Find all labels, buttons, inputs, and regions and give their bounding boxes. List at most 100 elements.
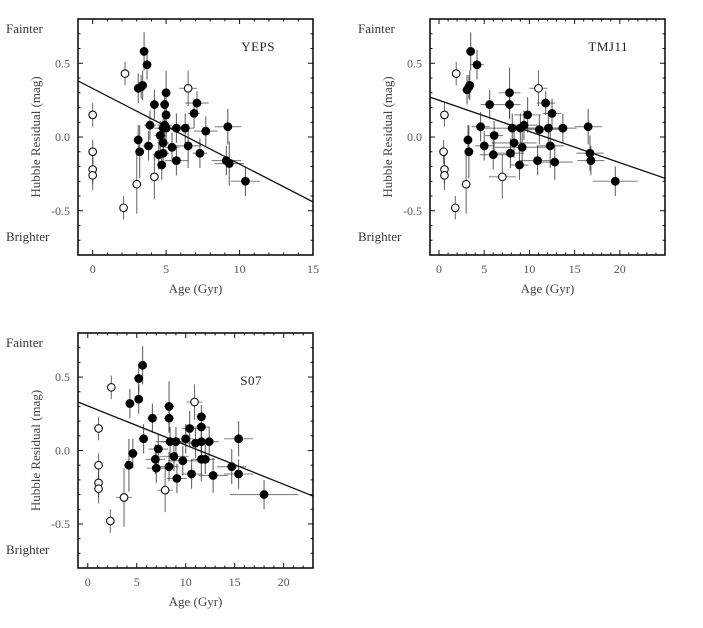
filled-data-point	[164, 402, 174, 411]
plot-area	[430, 32, 665, 220]
filled-data-point	[153, 444, 163, 454]
filled-data-point	[195, 148, 205, 158]
brighter-label: Brighter	[6, 229, 50, 244]
filled-data-point	[204, 437, 214, 447]
filled-data-point	[533, 156, 542, 166]
filled-data-point	[463, 135, 473, 145]
y-tick-label: 0.0	[407, 130, 422, 144]
filled-data-point	[161, 88, 171, 98]
filled-data-point	[139, 47, 149, 56]
open-data-point	[183, 83, 193, 93]
x-tick-label: 15	[307, 262, 319, 276]
filled-data-point	[158, 138, 168, 148]
fainter-label: Fainter	[6, 335, 43, 350]
filled-data-point	[523, 110, 533, 120]
open-data-point	[119, 203, 128, 213]
filled-data-point	[489, 131, 499, 140]
open-data-point	[88, 110, 98, 120]
filled-data-point	[201, 126, 211, 136]
panel-title: TMJ11	[588, 39, 628, 54]
filled-data-point	[172, 474, 182, 483]
filled-data-point	[585, 148, 595, 158]
x-tick-label: 20	[278, 575, 290, 589]
filled-data-point	[506, 148, 515, 158]
x-tick-label: 15	[229, 575, 241, 589]
filled-data-point	[169, 451, 179, 461]
filled-data-point	[476, 122, 486, 132]
filled-data-point	[125, 399, 135, 408]
filled-data-point	[234, 434, 243, 444]
y-axis-title: Hubble Residual (mag)	[28, 390, 43, 511]
filled-data-point	[550, 157, 560, 167]
x-axis-title: Age (Gyr)	[169, 281, 223, 296]
y-tick-label: 0.5	[55, 370, 70, 384]
filled-data-point	[541, 98, 551, 108]
x-tick-label: 5	[481, 262, 487, 276]
fit-line	[78, 80, 313, 203]
open-data-point	[106, 382, 116, 392]
filled-data-point	[164, 462, 174, 472]
x-tick-label: 10	[234, 262, 246, 276]
y-tick-label: 0.5	[55, 56, 70, 70]
brighter-label: Brighter	[6, 542, 50, 557]
y-tick-label: -0.5	[403, 204, 422, 218]
filled-data-point	[519, 120, 529, 130]
panel-s07: 0 5 10 15 20 0.5 0.0 -0.5 Age (Gyr) Hubble Residu…	[6, 332, 314, 609]
filled-data-point	[192, 98, 202, 108]
filled-data-point	[208, 471, 218, 480]
panel-title: S07	[240, 373, 262, 388]
x-tick-label: 20	[614, 262, 626, 276]
filled-data-point	[472, 60, 482, 70]
filled-data-point	[150, 454, 160, 464]
filled-data-point	[181, 434, 191, 444]
filled-data-point	[160, 100, 170, 109]
open-data-point	[450, 203, 460, 213]
filled-data-point	[515, 160, 524, 170]
open-data-point	[94, 484, 103, 494]
filled-data-point	[227, 462, 237, 472]
filled-data-point	[234, 469, 243, 479]
open-data-point	[440, 110, 449, 120]
filled-data-point	[167, 142, 177, 152]
filled-data-point	[517, 142, 527, 152]
filled-data-point	[464, 147, 474, 157]
filled-data-point	[196, 412, 206, 422]
filled-data-point	[544, 123, 553, 133]
filled-data-point	[134, 394, 144, 404]
filled-data-point	[241, 176, 250, 186]
x-tick-label: 5	[134, 575, 140, 589]
filled-data-point	[545, 141, 555, 151]
filled-data-point	[124, 460, 134, 470]
filled-data-point	[157, 160, 167, 170]
filled-data-point	[144, 141, 153, 151]
open-data-point	[88, 171, 98, 180]
filled-data-point	[164, 413, 174, 423]
filled-data-point	[180, 123, 190, 133]
fainter-label: Fainter	[6, 21, 43, 36]
fit-line	[78, 401, 313, 497]
open-data-point	[88, 147, 98, 157]
y-tick-label: 0.0	[55, 130, 70, 144]
x-axis-title: Age (Gyr)	[521, 281, 575, 296]
filled-data-point	[479, 141, 489, 151]
filled-data-point	[138, 360, 148, 370]
x-tick-label: 0	[90, 262, 96, 276]
y-tick-label: -0.5	[51, 517, 70, 531]
x-tick-label: 0	[85, 575, 91, 589]
filled-data-point	[196, 422, 206, 432]
panel-yeps: 0 5 10 15 0.5 0.0 -0.5 Age (Gyr) Hubble Residual…	[6, 18, 319, 296]
filled-data-point	[135, 147, 145, 157]
filled-data-point	[509, 138, 519, 148]
brighter-label: Brighter	[358, 229, 402, 244]
open-data-point	[132, 179, 142, 189]
open-data-point	[105, 516, 115, 526]
filled-data-point	[171, 437, 181, 447]
panel-tmj11: 0 5 10 15 20 0.5 0.0 -0.5 Age (Gyr) Hubble Residu…	[358, 18, 666, 296]
filled-data-point	[586, 156, 596, 166]
filled-data-point	[133, 135, 143, 145]
open-data-point	[94, 460, 103, 470]
filled-data-point	[134, 374, 144, 383]
x-tick-label: 5	[163, 262, 169, 276]
filled-data-point	[145, 120, 155, 130]
